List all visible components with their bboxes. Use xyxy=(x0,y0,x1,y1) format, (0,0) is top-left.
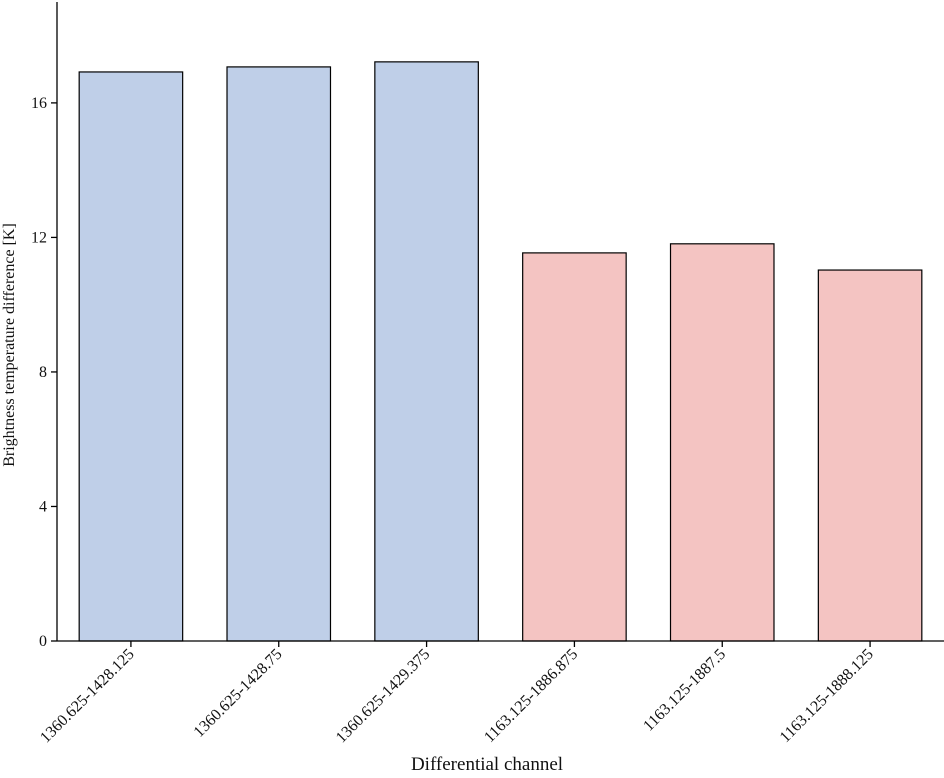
y-tick-label: 12 xyxy=(31,229,47,246)
x-tick-label: 1163.125-1886.875 xyxy=(481,646,581,746)
bar xyxy=(374,61,479,642)
bar xyxy=(78,71,184,642)
bar xyxy=(817,269,923,642)
y-axis-label: Brightness temperature difference [K] xyxy=(1,223,18,467)
x-tick-label: 1360.625-1428.75 xyxy=(191,646,286,741)
x-tick-label: 1163.125-1888.125 xyxy=(777,646,877,746)
bar xyxy=(669,243,775,642)
x-tick-label: 1360.625-1429.375 xyxy=(333,646,434,747)
y-tick-label: 0 xyxy=(39,633,47,650)
y-tick-label: 16 xyxy=(31,95,47,112)
y-tick-label: 8 xyxy=(39,364,47,381)
x-tick-label: 1360.625-1428.125 xyxy=(37,646,138,747)
x-tick-label: 1163.125-1887.5 xyxy=(640,646,729,735)
bar xyxy=(522,252,627,642)
bar xyxy=(226,66,332,642)
x-axis-label: Differential channel xyxy=(411,754,563,775)
y-tick-label: 4 xyxy=(39,498,47,515)
